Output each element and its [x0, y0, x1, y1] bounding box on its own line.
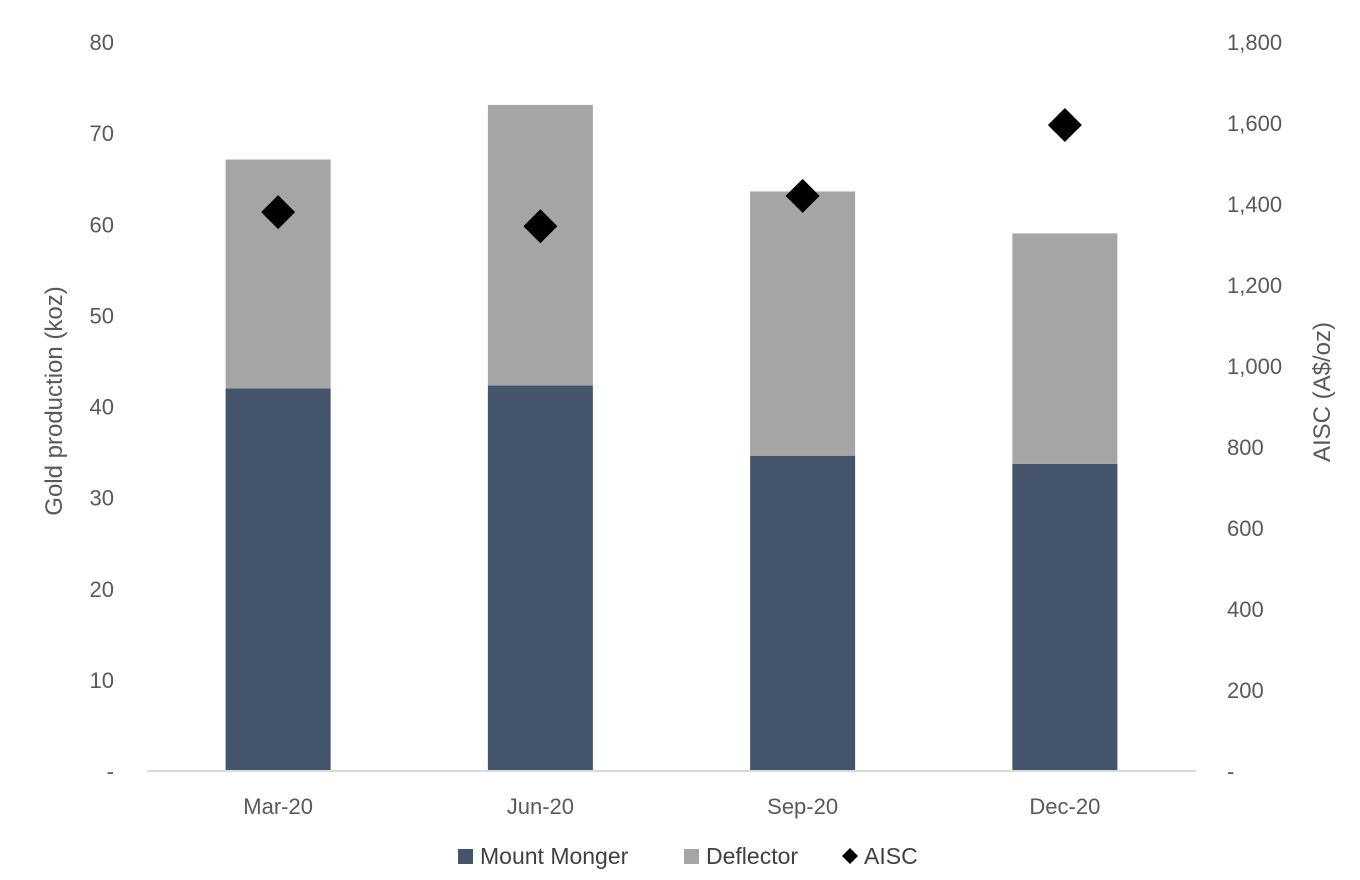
bar-mount-monger-sep-20	[750, 455, 856, 771]
legend-label-aisc: AISC	[864, 843, 918, 869]
right-tick-label: 1,400	[1227, 192, 1282, 217]
x-axis-ticks: Mar-20 Jun-20 Sep-20 Dec-20	[243, 794, 1100, 819]
left-tick-label: 70	[90, 121, 114, 146]
left-tick-label: 10	[90, 668, 114, 693]
aisc-point-jun-20	[523, 209, 558, 244]
right-tick-label: 1,800	[1227, 30, 1282, 55]
bar-mount-monger-mar-20	[225, 388, 331, 771]
right-axis-ticks: - 200 400 600 800 1,000 1,200 1,400 1,600 1,800	[1227, 30, 1282, 784]
bar-deflector-dec-20	[1012, 233, 1118, 464]
x-tick-label: Jun-20	[507, 794, 574, 819]
x-tick-label: Sep-20	[767, 794, 838, 819]
right-tick-label: -	[1227, 759, 1234, 784]
right-axis-title: AISC (A$/oz)	[1309, 322, 1336, 462]
right-tick-label: 800	[1227, 435, 1264, 460]
bar-deflector-jun-20	[487, 104, 593, 386]
x-tick-label: Mar-20	[243, 794, 313, 819]
left-axis-ticks: - 10 20 30 40 50 60 70 80	[90, 30, 114, 784]
legend-label-deflector: Deflector	[706, 843, 798, 869]
bar-mount-monger-dec-20	[1012, 463, 1118, 771]
left-tick-label: 50	[90, 303, 114, 328]
legend-swatch-deflector	[684, 849, 699, 864]
right-tick-label: 1,200	[1227, 273, 1282, 298]
bars-layer	[225, 104, 1118, 771]
legend: Mount Monger Deflector AISC	[458, 843, 918, 869]
right-tick-label: 1,000	[1227, 354, 1282, 379]
right-tick-label: 200	[1227, 678, 1264, 703]
x-tick-label: Dec-20	[1029, 794, 1100, 819]
bar-mount-monger-jun-20	[487, 385, 593, 771]
left-tick-label: 80	[90, 30, 114, 55]
legend-swatch-mount-monger	[458, 849, 473, 864]
legend-label-mount-monger: Mount Monger	[480, 843, 629, 869]
left-tick-label: 60	[90, 212, 114, 237]
right-tick-label: 400	[1227, 597, 1264, 622]
bar-deflector-mar-20	[225, 159, 331, 389]
bar-deflector-sep-20	[750, 191, 856, 456]
aisc-point-sep-20	[785, 178, 820, 213]
left-tick-label: 40	[90, 395, 114, 420]
left-tick-label: -	[107, 759, 114, 784]
left-tick-label: 30	[90, 486, 114, 511]
left-axis-title: Gold production (koz)	[41, 286, 68, 515]
right-tick-label: 600	[1227, 516, 1264, 541]
aisc-point-mar-20	[261, 195, 296, 230]
right-tick-label: 1,600	[1227, 111, 1282, 136]
left-tick-label: 20	[90, 577, 114, 602]
aisc-point-dec-20	[1047, 108, 1082, 143]
legend-swatch-aisc	[842, 848, 858, 864]
aisc-markers-layer	[261, 108, 1082, 244]
